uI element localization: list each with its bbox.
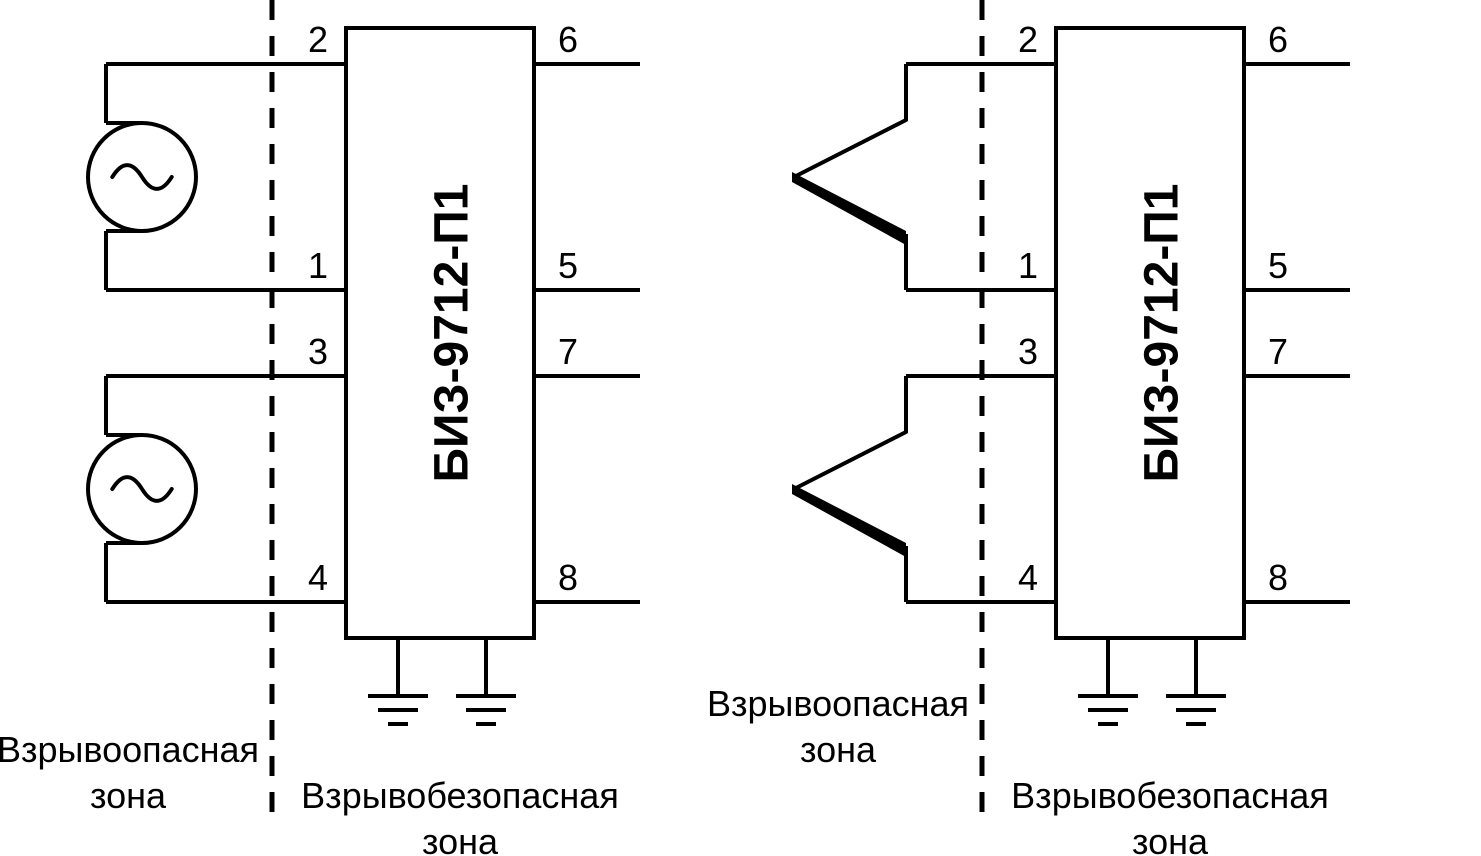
svg-text:7: 7 [1268,331,1288,372]
svg-text:5: 5 [1268,245,1288,286]
wiring-diagram: БИЗ-9712-П1 6 5 7 8 2 1 3 4 Взрывоопасная зона Взры… [0,0,1481,856]
svg-text:зона: зона [800,729,877,770]
svg-text:4: 4 [1018,557,1038,598]
svg-text:2: 2 [1018,19,1038,60]
svg-text:7: 7 [558,331,578,372]
svg-text:4: 4 [308,557,328,598]
svg-text:Взрывобезопасная: Взрывобезопасная [1011,775,1329,816]
svg-text:8: 8 [558,557,578,598]
svg-text:Взрывоопасная: Взрывоопасная [0,729,259,770]
svg-text:6: 6 [1268,19,1288,60]
svg-text:Взрывобезопасная: Взрывобезопасная [301,775,619,816]
svg-text:Взрывоопасная: Взрывоопасная [707,683,969,724]
svg-text:1: 1 [1018,245,1038,286]
svg-text:8: 8 [1268,557,1288,598]
svg-text:зона: зона [1132,821,1209,856]
svg-text:зона: зона [90,775,167,816]
svg-text:зона: зона [422,821,499,856]
svg-text:5: 5 [558,245,578,286]
svg-text:3: 3 [1018,331,1038,372]
svg-text:3: 3 [308,331,328,372]
svg-text:БИЗ-9712-П1: БИЗ-9712-П1 [1136,183,1189,482]
svg-text:БИЗ-9712-П1: БИЗ-9712-П1 [426,183,479,482]
svg-text:6: 6 [558,19,578,60]
svg-text:2: 2 [308,19,328,60]
svg-text:1: 1 [308,245,328,286]
